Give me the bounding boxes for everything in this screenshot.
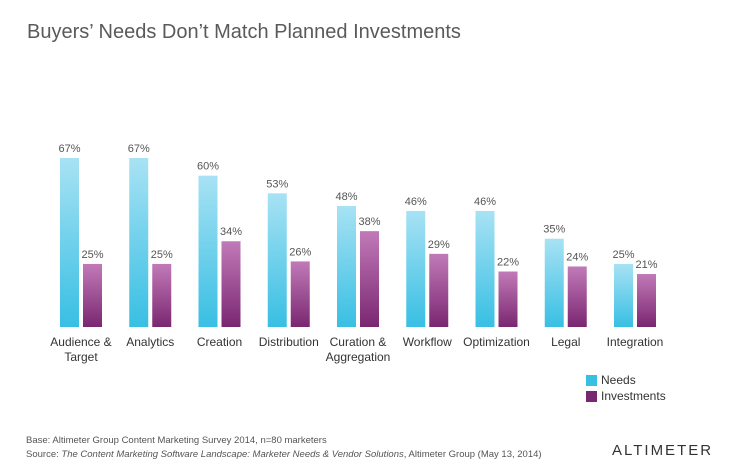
bar-investments-6 bbox=[498, 271, 518, 327]
data-label-investments-8: 21% bbox=[635, 259, 657, 271]
data-label-needs-7: 35% bbox=[543, 224, 565, 236]
bar-investments-5 bbox=[429, 253, 449, 327]
bar-needs-4 bbox=[337, 205, 356, 327]
data-label-needs-0: 67% bbox=[58, 143, 80, 155]
altimeter-logo: ALTIMETER bbox=[612, 442, 714, 459]
bar-needs-7 bbox=[544, 238, 564, 327]
footer-source-title: The Content Marketing Software Landscape… bbox=[61, 449, 404, 460]
category-label-line: Workflow bbox=[403, 335, 452, 349]
legend-label-needs: Needs bbox=[601, 373, 636, 387]
bar-investments-0 bbox=[83, 263, 102, 327]
footer: Base: Altimeter Group Content Marketing … bbox=[26, 434, 586, 462]
category-label-6: Optimization bbox=[463, 335, 530, 349]
chart-title: Buyers’ Needs Don’t Match Planned Invest… bbox=[27, 21, 461, 43]
bar-needs-2 bbox=[198, 175, 218, 327]
bars-layer: 67% 25% Audience & Target 67% 25% Analytics 60%… bbox=[50, 143, 663, 364]
footer-source-suffix: , Altimeter Group (May 13, 2014) bbox=[403, 449, 542, 460]
category-label-line: Distribution bbox=[259, 335, 319, 349]
data-label-investments-6: 22% bbox=[497, 257, 519, 269]
category-label-line: Integration bbox=[607, 335, 664, 349]
category-label-line: Creation bbox=[197, 335, 242, 349]
data-label-investments-1: 25% bbox=[151, 249, 173, 261]
bar-needs-0 bbox=[60, 158, 79, 327]
bar-investments-8 bbox=[637, 274, 656, 327]
data-label-investments-3: 26% bbox=[289, 246, 311, 258]
data-label-investments-4: 38% bbox=[358, 216, 380, 228]
bar-investments-2 bbox=[221, 241, 241, 327]
category-label-line: Legal bbox=[551, 335, 580, 349]
bar-investments-1 bbox=[152, 263, 172, 327]
footer-source-prefix: Source: bbox=[26, 449, 62, 460]
category-label-line: Target bbox=[64, 350, 98, 364]
footer-source: Source: The Content Marketing Software L… bbox=[26, 448, 586, 462]
legend: Needs Investments bbox=[586, 372, 666, 404]
category-label-8: Integration bbox=[607, 335, 664, 349]
category-label-5: Workflow bbox=[403, 335, 452, 349]
bar-needs-8 bbox=[614, 263, 633, 327]
category-label-line: Audience & bbox=[50, 335, 111, 349]
bar-investments-4 bbox=[360, 231, 379, 327]
bar-needs-1 bbox=[129, 158, 149, 327]
legend-swatch-investments bbox=[586, 390, 597, 402]
category-label-3: Distribution bbox=[259, 335, 319, 349]
category-label-line: Aggregation bbox=[326, 350, 391, 364]
bar-investments-7 bbox=[567, 266, 587, 327]
category-label-2: Creation bbox=[197, 335, 242, 349]
footer-base: Base: Altimeter Group Content Marketing … bbox=[26, 435, 327, 446]
data-label-investments-0: 25% bbox=[81, 249, 103, 261]
bar-needs-6 bbox=[475, 210, 495, 327]
category-label-line: Curation & bbox=[330, 335, 387, 349]
data-label-needs-5: 46% bbox=[405, 196, 427, 208]
data-label-needs-3: 53% bbox=[266, 178, 288, 190]
data-label-needs-1: 67% bbox=[128, 143, 150, 155]
bar-needs-3 bbox=[267, 193, 287, 327]
category-label-1: Analytics bbox=[126, 335, 174, 349]
data-label-needs-2: 60% bbox=[197, 161, 219, 173]
data-label-needs-6: 46% bbox=[474, 196, 496, 208]
bar-investments-3 bbox=[290, 261, 310, 327]
bar-needs-5 bbox=[406, 210, 426, 327]
data-label-investments-2: 34% bbox=[220, 226, 242, 238]
legend-label-investments: Investments bbox=[601, 389, 666, 403]
category-label-4: Curation & Aggregation bbox=[326, 335, 391, 364]
legend-item-needs: Needs bbox=[586, 372, 666, 388]
legend-swatch-needs bbox=[586, 374, 597, 386]
category-label-7: Legal bbox=[551, 335, 580, 349]
data-label-investments-5: 29% bbox=[428, 239, 450, 251]
legend-item-investments: Investments bbox=[586, 388, 666, 404]
data-label-needs-8: 25% bbox=[612, 249, 634, 261]
data-label-investments-7: 24% bbox=[566, 251, 588, 263]
category-label-line: Optimization bbox=[463, 335, 530, 349]
category-label-line: Analytics bbox=[126, 335, 174, 349]
data-label-needs-4: 48% bbox=[335, 191, 357, 203]
category-label-0: Audience & Target bbox=[50, 335, 111, 364]
